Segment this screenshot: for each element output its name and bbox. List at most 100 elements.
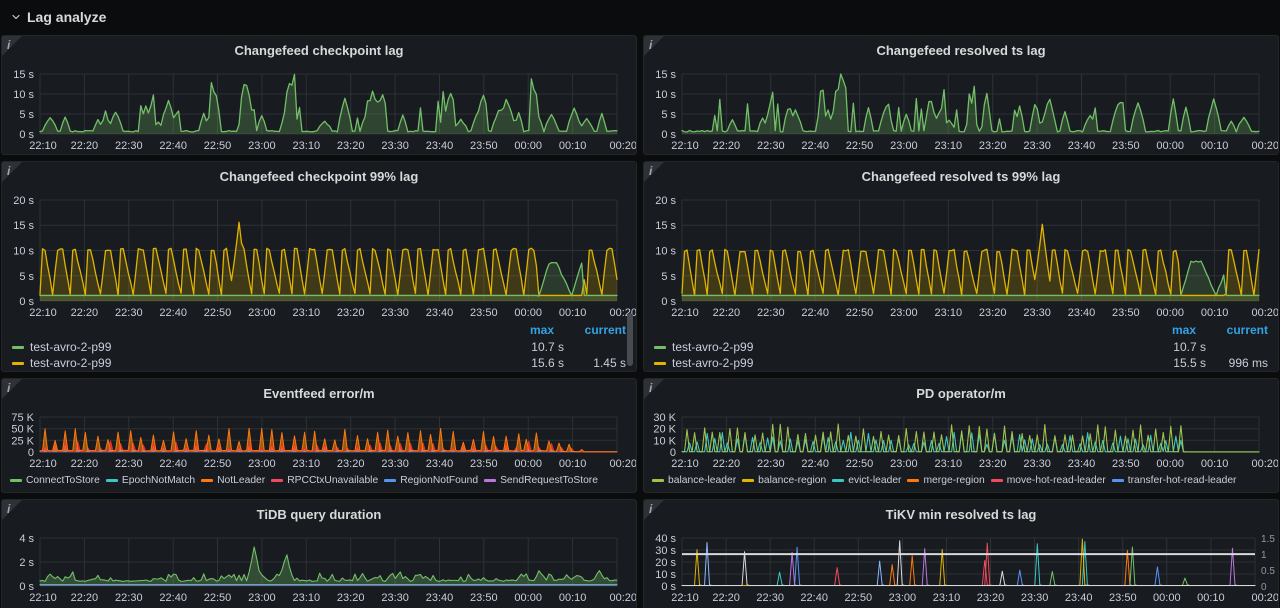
- svg-text:22:50: 22:50: [204, 140, 232, 152]
- svg-text:00:10: 00:10: [559, 307, 587, 319]
- svg-text:10 s: 10 s: [655, 246, 676, 258]
- svg-text:22:20: 22:20: [71, 592, 99, 604]
- svg-text:23:30: 23:30: [1023, 140, 1051, 152]
- svg-text:22:40: 22:40: [801, 458, 829, 470]
- svg-text:1: 1: [1261, 550, 1267, 561]
- svg-text:22:10: 22:10: [29, 140, 57, 152]
- svg-text:22:40: 22:40: [801, 140, 829, 152]
- svg-text:22:20: 22:20: [713, 458, 741, 470]
- svg-text:10 K: 10 K: [653, 435, 676, 447]
- svg-text:23:50: 23:50: [470, 140, 498, 152]
- svg-text:00:20: 00:20: [1251, 140, 1279, 152]
- svg-text:00:20: 00:20: [609, 140, 637, 152]
- svg-text:22:10: 22:10: [29, 458, 57, 470]
- svg-text:23:20: 23:20: [337, 458, 365, 470]
- svg-text:23:10: 23:10: [293, 592, 321, 604]
- svg-text:23:50: 23:50: [470, 458, 498, 470]
- svg-text:00:20: 00:20: [1251, 458, 1279, 470]
- svg-text:23:30: 23:30: [381, 458, 409, 470]
- svg-text:00:10: 00:10: [1197, 592, 1225, 604]
- svg-text:23:00: 23:00: [890, 307, 918, 319]
- svg-text:5 s: 5 s: [661, 109, 676, 121]
- svg-text:22:40: 22:40: [800, 592, 828, 604]
- svg-text:22:30: 22:30: [115, 592, 143, 604]
- svg-text:40 s: 40 s: [655, 533, 676, 545]
- svg-text:23:40: 23:40: [426, 592, 454, 604]
- svg-text:22:10: 22:10: [671, 140, 699, 152]
- svg-text:22:20: 22:20: [713, 307, 741, 319]
- svg-text:23:00: 23:00: [890, 458, 918, 470]
- svg-text:22:10: 22:10: [29, 592, 57, 604]
- svg-text:22:20: 22:20: [712, 592, 740, 604]
- svg-text:00:10: 00:10: [1201, 307, 1229, 319]
- svg-text:22:30: 22:30: [757, 140, 785, 152]
- svg-text:23:50: 23:50: [1112, 458, 1140, 470]
- svg-text:23:50: 23:50: [470, 592, 498, 604]
- svg-text:22:50: 22:50: [846, 140, 874, 152]
- svg-text:23:10: 23:10: [933, 592, 961, 604]
- svg-text:22:40: 22:40: [801, 307, 829, 319]
- svg-text:23:40: 23:40: [426, 458, 454, 470]
- svg-text:22:20: 22:20: [71, 140, 99, 152]
- svg-text:22:30: 22:30: [756, 592, 784, 604]
- svg-text:22:20: 22:20: [713, 140, 741, 152]
- svg-text:00:10: 00:10: [559, 458, 587, 470]
- svg-text:23:00: 23:00: [890, 140, 918, 152]
- svg-text:00:10: 00:10: [1201, 140, 1229, 152]
- svg-text:00:00: 00:00: [1153, 592, 1181, 604]
- svg-text:23:50: 23:50: [1112, 307, 1140, 319]
- svg-text:22:10: 22:10: [671, 458, 699, 470]
- svg-text:23:20: 23:20: [979, 140, 1007, 152]
- svg-text:15 s: 15 s: [655, 69, 676, 81]
- svg-text:22:20: 22:20: [71, 307, 99, 319]
- svg-text:00:20: 00:20: [609, 592, 637, 604]
- svg-text:23:40: 23:40: [426, 140, 454, 152]
- svg-text:30 s: 30 s: [655, 545, 676, 557]
- svg-text:23:00: 23:00: [248, 140, 276, 152]
- svg-text:10 s: 10 s: [655, 569, 676, 581]
- svg-text:22:20: 22:20: [71, 458, 99, 470]
- svg-text:00:20: 00:20: [1251, 592, 1279, 604]
- svg-text:22:40: 22:40: [159, 140, 187, 152]
- svg-text:22:30: 22:30: [115, 140, 143, 152]
- svg-text:00:20: 00:20: [609, 458, 637, 470]
- svg-text:23:40: 23:40: [426, 307, 454, 319]
- svg-text:23:50: 23:50: [1109, 592, 1137, 604]
- svg-text:22:30: 22:30: [115, 307, 143, 319]
- svg-text:30 K: 30 K: [653, 412, 676, 424]
- svg-text:23:30: 23:30: [381, 592, 409, 604]
- svg-text:22:40: 22:40: [159, 307, 187, 319]
- svg-text:22:40: 22:40: [159, 592, 187, 604]
- svg-text:15 s: 15 s: [655, 220, 676, 232]
- svg-text:23:20: 23:20: [977, 592, 1005, 604]
- svg-text:22:50: 22:50: [204, 307, 232, 319]
- svg-text:10 s: 10 s: [655, 89, 676, 101]
- svg-text:20 K: 20 K: [653, 424, 676, 436]
- svg-text:23:20: 23:20: [979, 307, 1007, 319]
- svg-text:00:00: 00:00: [514, 140, 542, 152]
- svg-text:23:00: 23:00: [248, 307, 276, 319]
- svg-text:00:20: 00:20: [1251, 307, 1279, 319]
- svg-text:15 s: 15 s: [13, 69, 34, 81]
- svg-text:00:10: 00:10: [1201, 458, 1229, 470]
- svg-text:23:20: 23:20: [979, 458, 1007, 470]
- svg-text:00:00: 00:00: [1156, 140, 1184, 152]
- svg-text:23:40: 23:40: [1068, 458, 1096, 470]
- svg-text:22:50: 22:50: [204, 592, 232, 604]
- svg-text:00:10: 00:10: [559, 592, 587, 604]
- svg-text:23:10: 23:10: [293, 307, 321, 319]
- svg-text:20 s: 20 s: [13, 195, 34, 207]
- svg-text:00:00: 00:00: [1156, 307, 1184, 319]
- svg-text:22:10: 22:10: [671, 592, 699, 604]
- svg-text:00:00: 00:00: [514, 458, 542, 470]
- svg-text:22:50: 22:50: [204, 458, 232, 470]
- svg-text:23:30: 23:30: [1021, 592, 1049, 604]
- svg-text:22:30: 22:30: [115, 458, 143, 470]
- svg-text:23:10: 23:10: [293, 458, 321, 470]
- svg-text:22:50: 22:50: [846, 458, 874, 470]
- svg-text:1.5: 1.5: [1261, 534, 1275, 545]
- svg-text:23:10: 23:10: [293, 140, 321, 152]
- svg-text:22:10: 22:10: [671, 307, 699, 319]
- svg-text:22:50: 22:50: [845, 592, 873, 604]
- svg-text:75 K: 75 K: [11, 412, 34, 424]
